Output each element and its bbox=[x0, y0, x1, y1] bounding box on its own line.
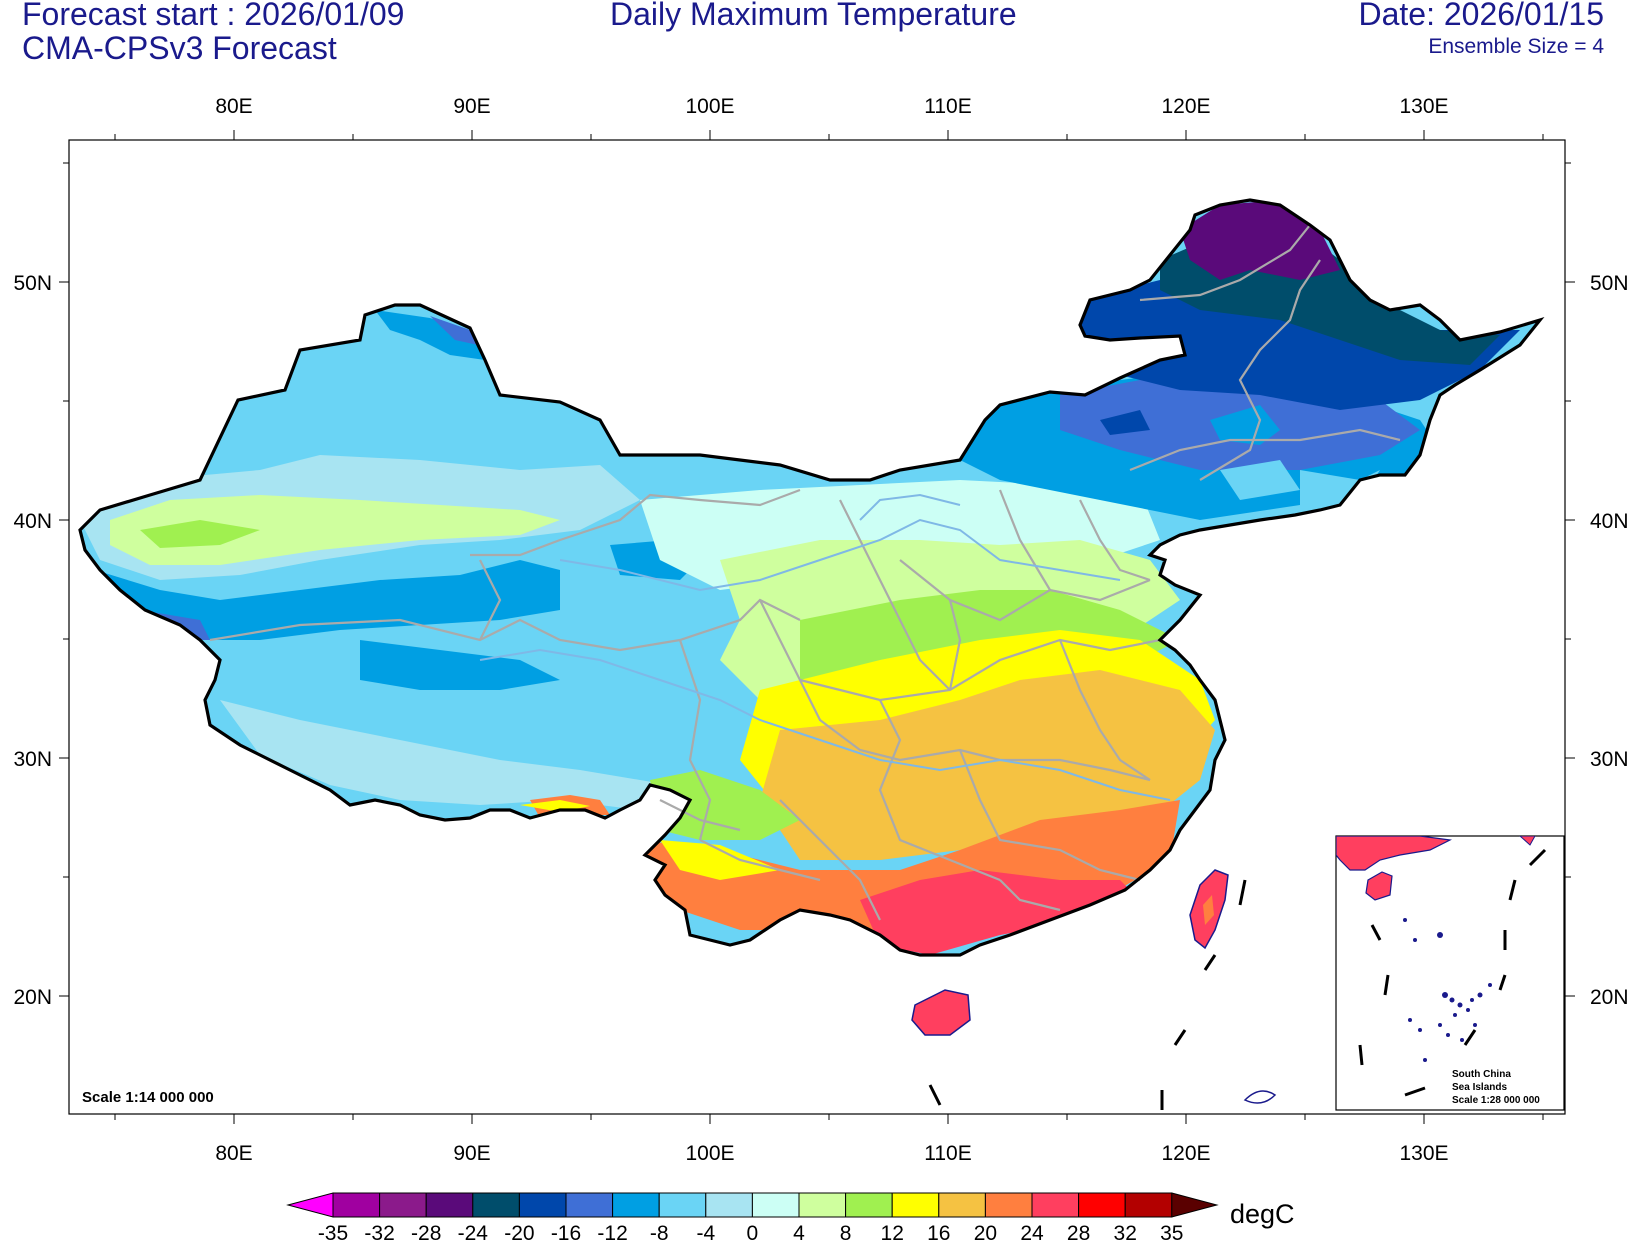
lon-label-top: 110E bbox=[924, 95, 972, 118]
lat-label-right: 50N bbox=[1590, 272, 1629, 295]
colorbar-box bbox=[565, 1192, 614, 1218]
colorbar-box bbox=[658, 1192, 707, 1218]
lon-label-bottom: 100E bbox=[685, 1142, 734, 1165]
colorbar-tick-label: -12 bbox=[597, 1222, 627, 1241]
colorbar-box bbox=[379, 1192, 427, 1218]
inset-label-line2: Sea Islands bbox=[1452, 1082, 1507, 1093]
colorbar-tick-label: 24 bbox=[1020, 1222, 1044, 1241]
lat-label-right: 40N bbox=[1590, 510, 1629, 533]
colorbar-tick-label: 20 bbox=[974, 1222, 997, 1241]
lon-label-top: 120E bbox=[1161, 95, 1210, 118]
colorbar-tick-label: 8 bbox=[840, 1222, 852, 1241]
colorbar-tick-label: 0 bbox=[747, 1222, 759, 1241]
colorbar-box bbox=[472, 1192, 520, 1218]
forecast-start-label: Forecast start : 2026/01/09 bbox=[22, 0, 405, 32]
colorbar-box bbox=[845, 1192, 893, 1218]
colorbar-tick-label: 32 bbox=[1114, 1222, 1137, 1241]
model-name-label: CMA-CPSv3 Forecast bbox=[22, 30, 337, 66]
colorbar-low-arrow bbox=[286, 1192, 334, 1218]
lat-label-left: 40N bbox=[13, 510, 52, 533]
colorbar-tick-label: 4 bbox=[793, 1222, 805, 1241]
colorbar-tick-label: -20 bbox=[504, 1222, 534, 1241]
colorbar-box bbox=[938, 1192, 986, 1218]
colorbar-tick-label: 12 bbox=[881, 1222, 904, 1241]
lon-label-top: 90E bbox=[453, 95, 490, 118]
lat-label-right: 20N bbox=[1590, 986, 1629, 1009]
colorbar-tick-label: -16 bbox=[551, 1222, 581, 1241]
colorbar-tick-label: 35 bbox=[1160, 1222, 1183, 1241]
colorbar-tick-label: 16 bbox=[927, 1222, 950, 1241]
inset-map bbox=[1336, 836, 1547, 1097]
colorbar-tick-label: 28 bbox=[1067, 1222, 1090, 1241]
colorbar-box bbox=[518, 1192, 567, 1218]
inset-label-line1: South China bbox=[1452, 1069, 1511, 1080]
valid-date-label: Date: 2026/01/15 bbox=[1358, 0, 1604, 32]
colorbar-box bbox=[332, 1192, 381, 1218]
axis-ticks bbox=[59, 130, 1575, 1124]
inset-frame bbox=[1335, 835, 1565, 1111]
colorbar-box bbox=[751, 1192, 800, 1218]
latitude-labels: 50N 50N 40N 40N 30N 30N 20N 20N bbox=[13, 272, 1628, 1009]
colorbar: -35 -32 -28 -24 -20 -16 -12 -8 -4 0 4 8 12 16 20 24 28 32… bbox=[286, 1192, 1219, 1241]
colorbar-tick-label: -24 bbox=[458, 1222, 489, 1241]
lon-label-bottom: 110E bbox=[924, 1142, 972, 1165]
colorbar-box bbox=[705, 1192, 753, 1218]
lat-label-left: 30N bbox=[13, 748, 52, 771]
colorbar-box bbox=[891, 1192, 940, 1218]
colorbar-box bbox=[425, 1192, 474, 1218]
lat-label-right: 30N bbox=[1590, 748, 1629, 771]
colorbar-box bbox=[1031, 1192, 1080, 1218]
lon-label-top: 80E bbox=[215, 95, 252, 118]
colorbar-tick-label: -35 bbox=[318, 1222, 348, 1241]
lon-label-bottom: 120E bbox=[1161, 1142, 1210, 1165]
lon-label-top: 100E bbox=[685, 95, 734, 118]
lon-label-top: 130E bbox=[1399, 95, 1448, 118]
colorbar-tick-label: -8 bbox=[650, 1222, 669, 1241]
lon-label-bottom: 90E bbox=[453, 1142, 490, 1165]
rivers bbox=[479, 493, 1171, 801]
longitude-labels: 80E 80E 90E 90E 100E 100E 110E 110E 120E 120E 130E… bbox=[215, 95, 1448, 1165]
lat-label-left: 50N bbox=[13, 272, 52, 295]
lat-label-left: 20N bbox=[13, 986, 52, 1009]
colorbar-box bbox=[612, 1192, 660, 1218]
colorbar-box bbox=[1124, 1192, 1173, 1218]
taiwan-inner-zone bbox=[1203, 895, 1214, 925]
hainan-island bbox=[911, 989, 971, 1036]
dashed-boundary bbox=[928, 879, 1247, 1110]
colorbar-tick-label: -28 bbox=[411, 1222, 441, 1241]
map-scale-label: Scale 1:14 000 000 bbox=[82, 1089, 214, 1106]
colorbar-tick-label: -32 bbox=[364, 1222, 394, 1241]
colorbar-high-arrow bbox=[1171, 1192, 1219, 1218]
inset-scale-label: Scale 1:28 000 000 bbox=[1452, 1095, 1540, 1106]
province-boundaries bbox=[209, 224, 1401, 921]
colorbar-tick-label: -4 bbox=[696, 1222, 715, 1241]
colorbar-unit-label: degC bbox=[1230, 1199, 1295, 1229]
colorbar-box bbox=[1078, 1192, 1126, 1218]
colorbar-box bbox=[984, 1192, 1033, 1218]
colorbar-box bbox=[798, 1192, 847, 1218]
lon-label-bottom: 80E bbox=[215, 1142, 252, 1165]
map-title: Daily Maximum Temperature bbox=[610, 0, 1017, 32]
reef-outline bbox=[1243, 1090, 1277, 1104]
lon-label-bottom: 130E bbox=[1399, 1142, 1448, 1165]
ensemble-size-label: Ensemble Size = 4 bbox=[1428, 35, 1604, 58]
